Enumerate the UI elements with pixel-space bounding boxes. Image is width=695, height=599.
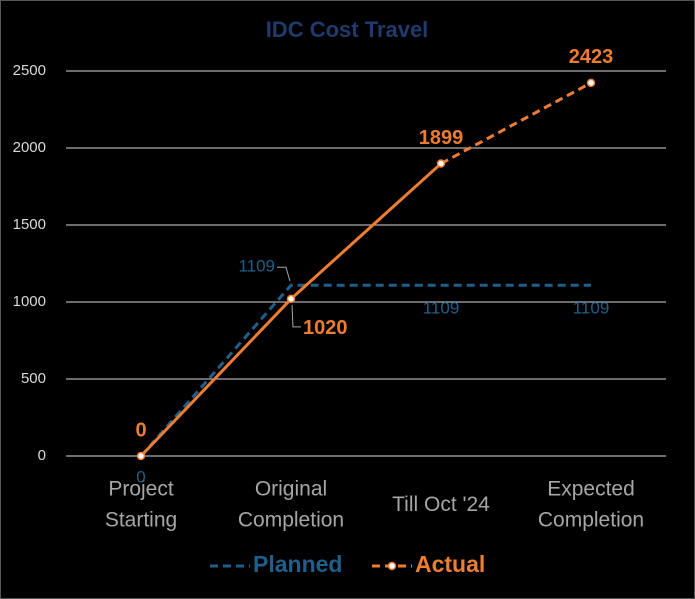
x-tick-label-line: Starting bbox=[105, 508, 177, 531]
x-tick-label-line: Till Oct '24 bbox=[392, 493, 490, 516]
label-leader bbox=[277, 266, 291, 282]
actual-marker bbox=[136, 451, 146, 461]
y-tick-label: 2000 bbox=[13, 139, 46, 156]
y-tick-label: 2500 bbox=[13, 62, 46, 79]
planned-value-label: 1109 bbox=[573, 299, 610, 318]
actual-value-label: 1020 bbox=[303, 317, 348, 339]
x-tick-label: Project Starting bbox=[105, 477, 177, 531]
actual-marker bbox=[286, 294, 296, 304]
planned-value-label: 1109 bbox=[238, 257, 275, 276]
x-tick-label: Till Oct '24 bbox=[392, 493, 490, 516]
y-tick-label: 1000 bbox=[13, 293, 46, 310]
actual-marker bbox=[436, 159, 446, 168]
chart-title: IDC Cost Travel bbox=[266, 17, 429, 42]
x-tick-label: Expected Completion bbox=[538, 477, 644, 531]
x-tick-label: Original Completion bbox=[238, 477, 344, 531]
x-tick-label-line: Expected bbox=[547, 477, 635, 500]
actual-marker bbox=[586, 78, 596, 88]
y-tick-label: 500 bbox=[21, 370, 46, 387]
legend-label: Planned bbox=[253, 551, 342, 577]
actual-value-label: 2423 bbox=[569, 46, 614, 68]
planned-value-label: 1109 bbox=[423, 299, 460, 318]
actual-value-label: 0 bbox=[135, 419, 146, 441]
legend-marker bbox=[387, 561, 397, 571]
planned-value-label: 0 bbox=[136, 467, 145, 486]
legend-label: Actual bbox=[415, 551, 485, 577]
y-tick-label: 1500 bbox=[13, 216, 46, 233]
y-tick-label: 0 bbox=[38, 447, 46, 464]
x-tick-label-line: Completion bbox=[238, 508, 344, 531]
x-tick-label-line: Completion bbox=[538, 508, 644, 531]
planned-line bbox=[139, 283, 591, 457]
x-tick-label-line: Original bbox=[255, 477, 327, 500]
actual-value-label: 1899 bbox=[419, 127, 464, 149]
actual-projection bbox=[440, 81, 592, 165]
label-leader bbox=[291, 304, 301, 328]
x-tick-label-line: Project bbox=[108, 477, 174, 500]
